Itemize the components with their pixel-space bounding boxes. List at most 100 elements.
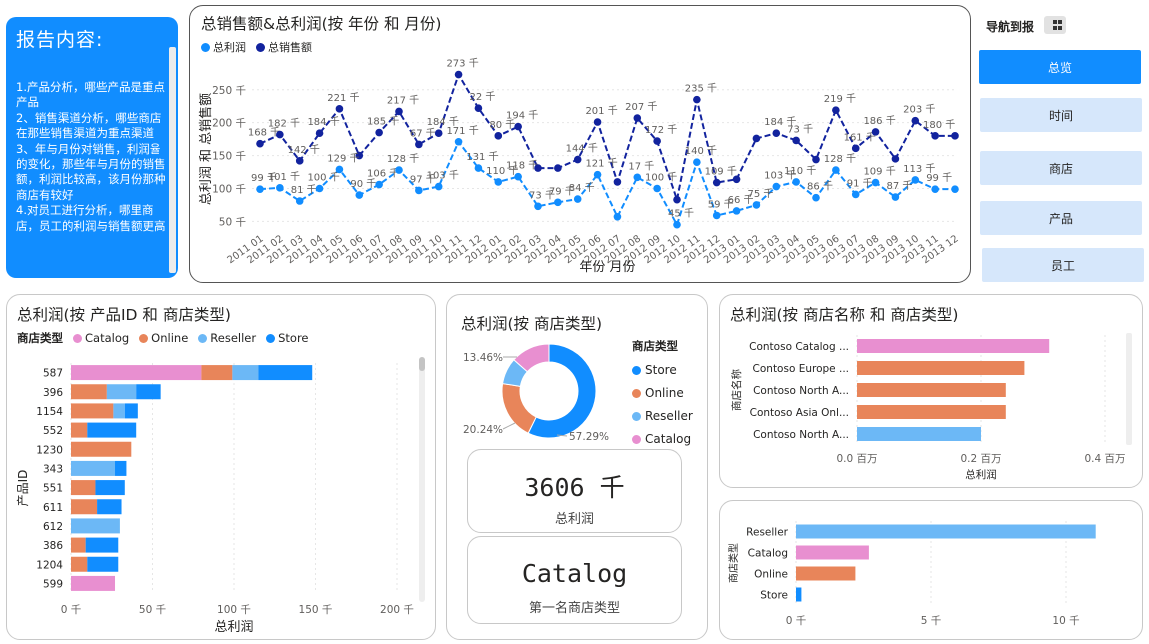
data-label: 128 千 <box>387 153 419 165</box>
legend-label: Online <box>151 331 189 345</box>
y-tick-label: Online <box>754 569 788 581</box>
data-point <box>534 202 542 211</box>
bar <box>796 524 1096 539</box>
legend-dot-icon <box>139 333 149 343</box>
bar-segment <box>87 422 137 438</box>
legend-item-online[interactable]: Online <box>139 331 188 345</box>
data-point <box>812 193 820 202</box>
bar-segment <box>71 556 88 572</box>
report-title: 报告内容: <box>16 29 104 51</box>
nav-button-overview[interactable]: 总览 <box>979 50 1141 84</box>
y-tick-label: 343 <box>43 463 63 475</box>
store-chart-scrollbar[interactable] <box>1126 333 1132 445</box>
data-label: 161 千 <box>844 131 876 143</box>
data-label: 221 千 <box>327 92 359 104</box>
data-point <box>573 155 582 164</box>
data-point <box>772 182 781 191</box>
legend-dot-icon <box>632 435 641 444</box>
data-label: 172 千 <box>645 124 677 136</box>
y-tick-label: 250 千 <box>212 85 246 97</box>
legend-item-catalog[interactable]: Catalog <box>73 331 129 345</box>
nav-toggle-button[interactable] <box>1044 16 1066 34</box>
bar-segment <box>71 422 88 438</box>
bar-segment <box>71 365 202 381</box>
slice-label: 13.46% <box>463 352 503 364</box>
report-scrollbar[interactable] <box>169 47 176 273</box>
legend-item-reseller[interactable]: Reseller <box>198 331 256 345</box>
data-point <box>494 132 503 140</box>
bar-segment <box>232 365 259 381</box>
y-tick-label: 396 <box>43 387 63 399</box>
y-tick-label: Contoso Catalog ... <box>749 341 849 353</box>
data-label: 81 千 <box>291 184 317 196</box>
data-label: 91 千 <box>847 177 873 189</box>
legend-item-profit[interactable]: 总利润 <box>201 39 246 55</box>
nav-button-store[interactable]: 商店 <box>980 151 1142 185</box>
data-point <box>812 155 820 164</box>
data-label: 80 千 <box>489 119 515 131</box>
x-tick-label: 0.0 百万 <box>836 453 877 465</box>
bar <box>857 339 1050 353</box>
data-point <box>395 166 403 174</box>
y-tick-label: 611 <box>43 502 63 514</box>
data-label: 101 千 <box>268 171 300 183</box>
x-axis-title: 总利润 <box>214 620 253 635</box>
data-point <box>851 190 860 199</box>
legend-item-catalog[interactable]: Catalog <box>632 428 693 451</box>
x-tick-label: 0 千 <box>61 604 82 616</box>
data-point <box>593 118 602 126</box>
legend-item-sales[interactable]: 总销售额 <box>256 39 312 55</box>
data-point <box>951 132 959 140</box>
bar-segment <box>71 518 120 534</box>
data-label: 219 千 <box>824 93 856 105</box>
donut-chart-title: 总利润(按 商店类型) <box>461 315 603 333</box>
bar-segment <box>71 403 114 419</box>
data-point <box>415 186 423 195</box>
sales-profit-line-card: 总销售额&总利润(按 年份 和 月份) 总利润 总销售额 50 千 100 千 15… <box>189 5 971 283</box>
data-point <box>454 70 463 79</box>
data-point <box>554 198 562 207</box>
x-tick-label: 50 千 <box>139 604 166 616</box>
line-chart-title: 总销售额&总利润(按 年份 和 月份) <box>201 15 442 33</box>
data-label: 45 千 <box>668 208 694 220</box>
data-point <box>832 106 840 114</box>
y-tick-label: 150 千 <box>212 151 246 163</box>
nav-label: 导航到报 <box>986 20 1035 34</box>
data-point <box>891 155 900 163</box>
nav-button-time[interactable]: 时间 <box>980 98 1142 132</box>
series-line-sales <box>259 72 955 204</box>
data-point <box>375 180 383 189</box>
nav-button-employee[interactable]: 员工 <box>982 248 1144 282</box>
x-tick-label: 0.4 百万 <box>1084 453 1125 465</box>
x-tick-label: 0.2 百万 <box>960 453 1001 465</box>
data-point <box>415 140 423 149</box>
bar-segment <box>71 480 96 496</box>
leader-line <box>556 434 568 437</box>
legend-item-online[interactable]: Online <box>632 382 693 405</box>
x-tick-label: 100 千 <box>217 604 251 616</box>
legend-dot-icon <box>266 333 276 343</box>
data-point <box>593 170 602 179</box>
data-point <box>931 185 939 193</box>
legend-item-store[interactable]: Store <box>632 359 693 382</box>
y-tick-label: Contoso North A... <box>753 385 849 397</box>
legend-item-reseller[interactable]: Reseller <box>632 405 693 428</box>
nav-button-product[interactable]: 产品 <box>980 201 1142 235</box>
data-label: 17 千 <box>628 160 654 172</box>
data-point <box>732 175 741 184</box>
data-point <box>673 195 681 204</box>
legend-title: 商店类型 <box>17 331 63 345</box>
bar <box>796 545 869 560</box>
data-point <box>335 165 344 174</box>
data-point <box>276 130 284 139</box>
store-type-bar-card: 0 千 5 千 10 千 Reseller Catalog Online Store 商店类型 <box>719 500 1143 640</box>
data-label: 99 千 <box>251 172 277 184</box>
data-label: 73 千 <box>787 123 813 135</box>
data-point <box>633 114 642 122</box>
data-point <box>792 136 800 145</box>
y-tick-label: 1204 <box>36 559 63 571</box>
data-label: 201 千 <box>585 105 617 117</box>
product-chart-scrollbar <box>419 357 425 602</box>
product-profit-card: 总利润(按 产品ID 和 商店类型) 商店类型 Catalog Online R… <box>6 294 436 640</box>
legend-item-store[interactable]: Store <box>266 331 309 345</box>
